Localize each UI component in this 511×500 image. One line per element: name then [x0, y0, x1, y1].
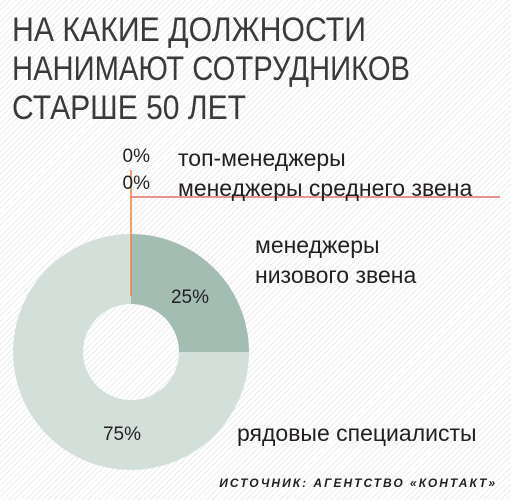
source: ИСТОЧНИК: АГЕНТСТВО «КОНТАКТ» — [219, 476, 497, 490]
category-label: менеджеры среднего звена — [178, 175, 472, 201]
category-label: рядовые специалисты — [237, 420, 477, 446]
category-label: топ-менеджеры — [178, 145, 346, 171]
category-label: менеджеры низового звена — [255, 232, 416, 288]
value-label: 0% — [123, 146, 151, 167]
slice — [13, 234, 249, 470]
value-label: 75% — [103, 424, 141, 445]
slice — [131, 234, 249, 352]
chart-title: НА КАКИЕ ДОЛЖНОСТИ — [12, 11, 366, 49]
category-label-line: менеджеры — [255, 232, 380, 258]
value-label: 25% — [171, 287, 209, 308]
value-label: 0% — [123, 173, 151, 194]
category-label-line: низового звена — [255, 262, 416, 288]
chart-title: СТАРШЕ 50 ЛЕТ — [12, 89, 246, 127]
chart-title: НАНИМАЮТ СОТРУДНИКОВ — [12, 50, 410, 88]
